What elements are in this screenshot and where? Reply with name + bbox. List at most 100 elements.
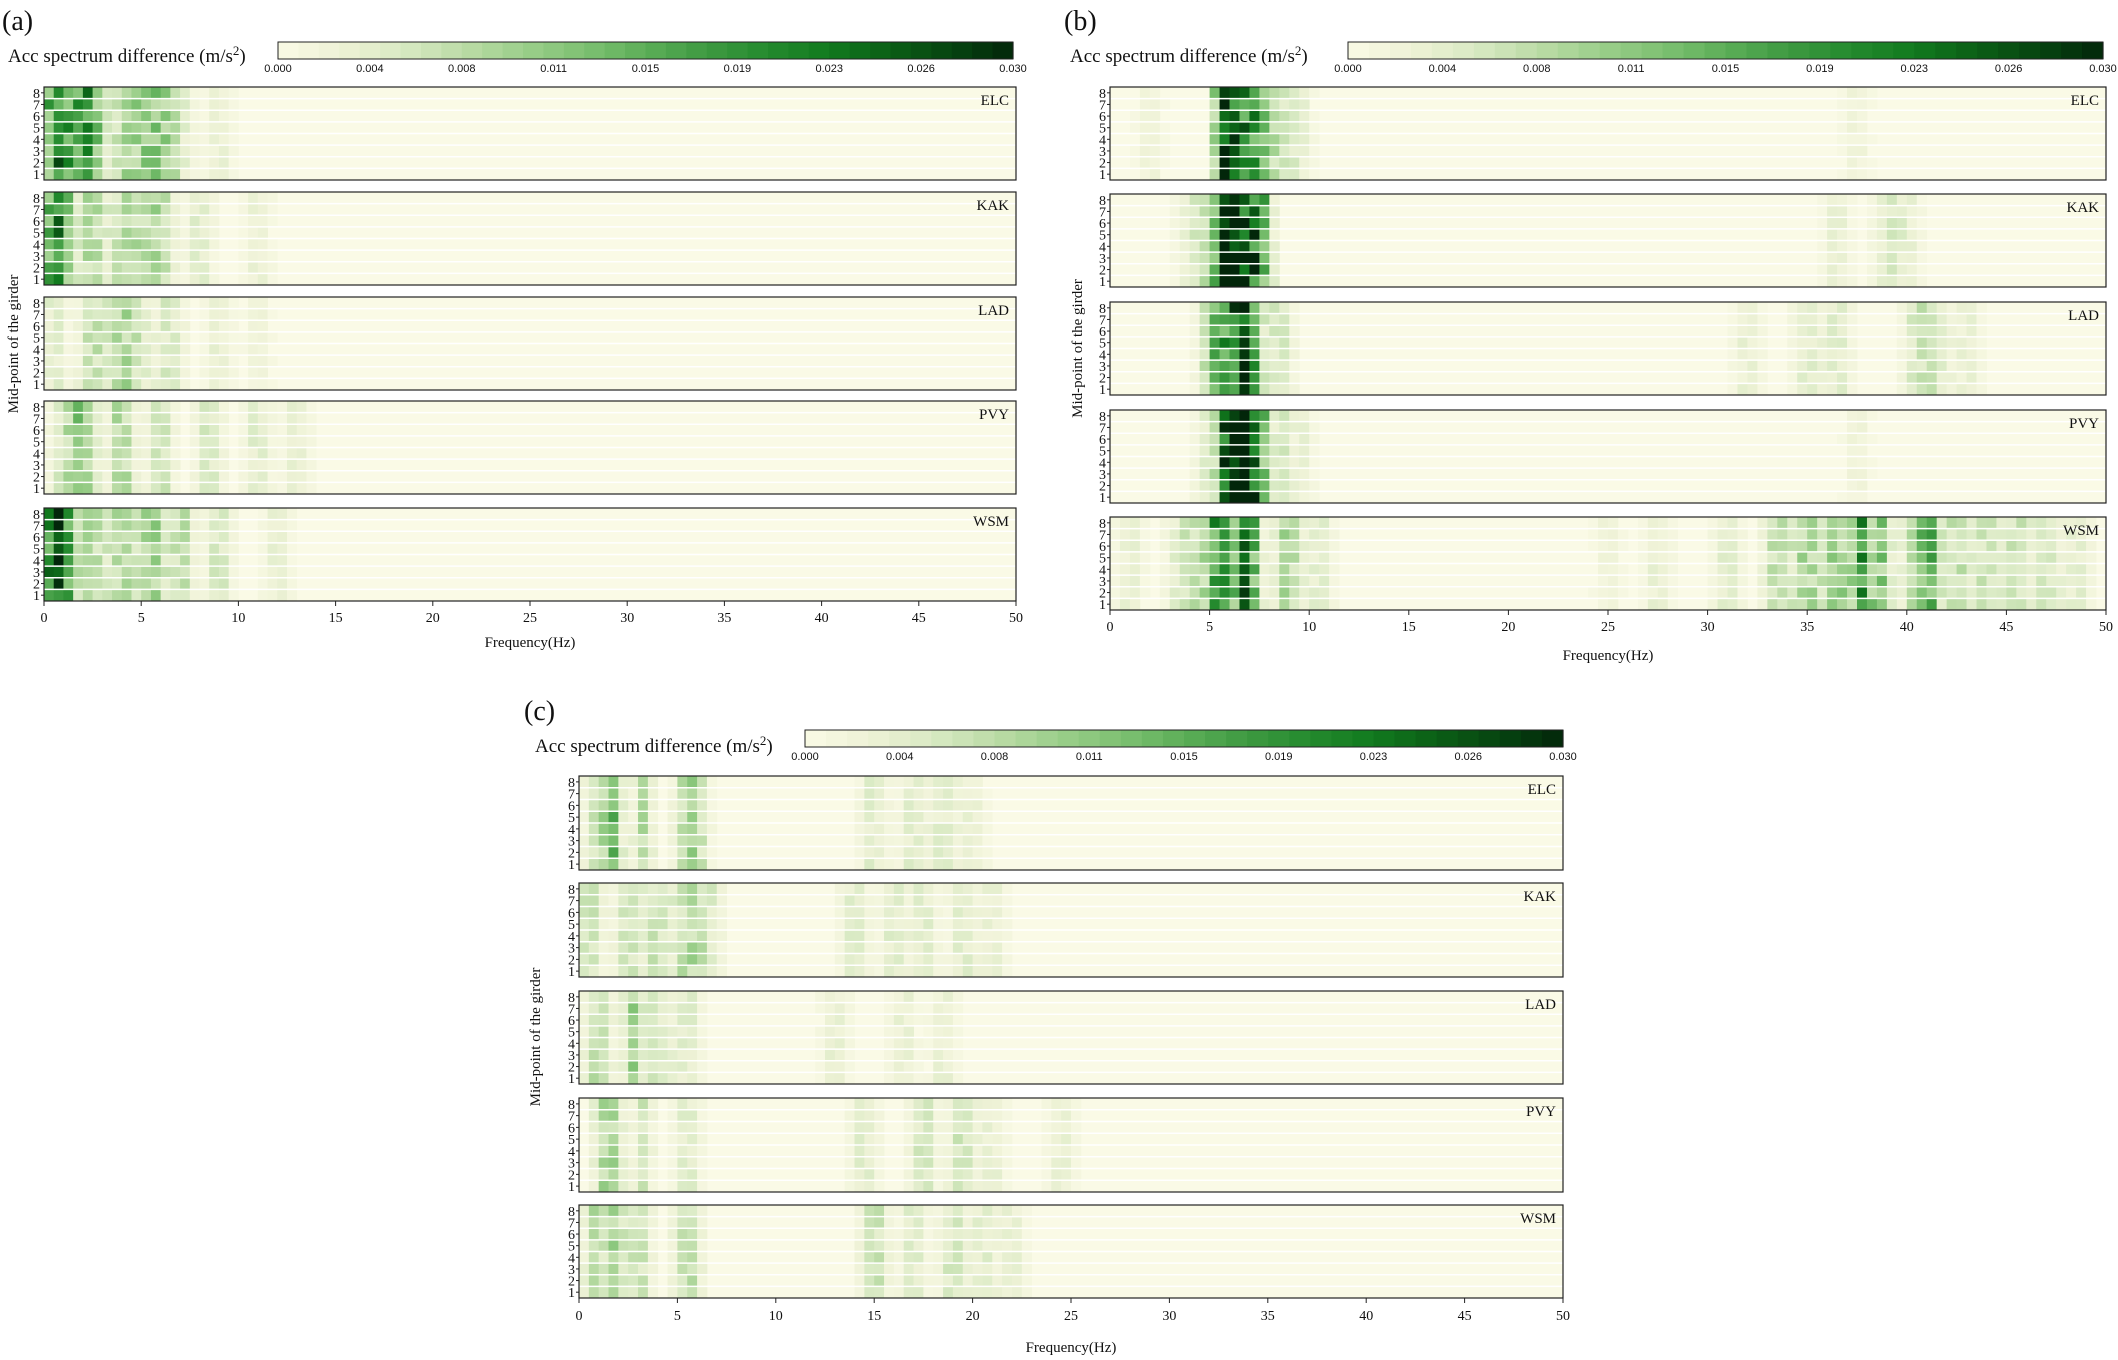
heat-cell: [1199, 433, 1210, 446]
heat-cell: [180, 297, 191, 309]
heat-cell: [588, 1072, 600, 1085]
x-tick-label: 15: [867, 1309, 881, 1324]
heat-cell: [131, 401, 142, 413]
heat-cell: [131, 331, 142, 344]
heat-cell: [579, 991, 590, 1003]
heat-cell: [287, 470, 298, 483]
heat-cell: [267, 459, 278, 472]
heat-cell: [44, 331, 55, 344]
heat-cell: [952, 883, 964, 896]
heat-cell: [1139, 121, 1151, 134]
heat-cell: [864, 834, 875, 847]
heat-cell: [1289, 360, 1300, 373]
heat-cell: [53, 577, 64, 590]
heat-cell: [874, 1205, 885, 1217]
heat-cell: [588, 1060, 600, 1073]
heat-cell: [579, 930, 590, 943]
heat-cell: [1139, 563, 1151, 576]
heat-cell: [102, 447, 113, 460]
heat-cell: [943, 965, 954, 978]
y-tick-label: 4: [568, 823, 575, 838]
heat-cell: [962, 1228, 973, 1241]
heat-cell: [628, 1156, 639, 1169]
heat-cell: [1249, 421, 1260, 434]
heat-cell: [667, 918, 678, 931]
heat-cell: [1259, 325, 1270, 338]
heat-cell: [1219, 479, 1230, 492]
heat-cell: [1021, 1251, 1033, 1264]
heat-cell: [199, 261, 210, 274]
heat-cell: [962, 1239, 973, 1252]
heat-cell: [943, 930, 954, 943]
heat-cell: [1757, 598, 1768, 611]
heat-cell: [893, 1060, 905, 1073]
heat-cell: [1807, 336, 1818, 349]
heat-cell: [667, 1251, 678, 1264]
heat-cell: [667, 1228, 678, 1241]
heat-cell: [228, 531, 239, 544]
heat-cell: [160, 320, 171, 333]
heat-cell: [180, 203, 191, 216]
heat-cell: [1807, 371, 1818, 384]
x-tick-label: 50: [1009, 611, 1023, 626]
heat-cell: [874, 1251, 885, 1264]
heat-cell: [1896, 383, 1908, 396]
y-tick-label: 5: [568, 1026, 575, 1041]
heat-cell: [933, 894, 944, 907]
heat-cell: [1817, 228, 1828, 241]
y-tick-label: 2: [33, 157, 40, 172]
heat-cell: [697, 834, 708, 847]
heat-cell: [189, 121, 200, 134]
heat-cell: [972, 846, 983, 859]
heat-cell: [1936, 313, 1948, 326]
heat-cell: [1229, 217, 1240, 230]
heat-cell: [53, 355, 64, 368]
heat-cell: [1886, 528, 1898, 541]
heat-cell: [933, 941, 944, 954]
heat-cell: [267, 261, 278, 274]
heat-cell: [1289, 121, 1300, 134]
heat-cell: [874, 799, 885, 812]
heat-cell: [854, 1286, 865, 1299]
heat-cell: [1886, 275, 1898, 288]
heat-cell: [1866, 252, 1878, 265]
heat-cell: [697, 1145, 708, 1158]
heat-cell: [618, 991, 629, 1003]
heat-cell: [44, 343, 55, 356]
heat-cell: [82, 192, 93, 204]
heat-cell: [903, 1060, 914, 1073]
heat-cell: [913, 834, 924, 847]
heat-cell: [150, 238, 162, 251]
heat-cell: [933, 883, 944, 896]
heat-cell: [677, 1014, 688, 1027]
heat-cell: [1637, 586, 1649, 599]
heat-cell: [1189, 194, 1201, 206]
heat-cell: [1169, 528, 1181, 541]
heat-cell: [102, 435, 113, 448]
heat-cell: [579, 1060, 590, 1073]
colorbar-step: [1352, 730, 1375, 747]
heat-cell: [608, 1002, 619, 1015]
heat-cell: [854, 883, 865, 896]
colorbar-tick-label: 0.008: [981, 751, 1009, 763]
y-tick-label: 6: [1099, 325, 1106, 340]
heat-cell: [44, 226, 55, 239]
heat-cell: [209, 412, 220, 425]
y-tick-label: 7: [1099, 528, 1106, 543]
heat-cell: [189, 238, 200, 251]
heat-cell: [2026, 517, 2037, 529]
heat-cell: [1976, 598, 1987, 611]
heat-cell: [199, 508, 210, 520]
heat-cell: [1061, 1156, 1072, 1169]
heat-cell: [2006, 528, 2017, 541]
heat-cell: [992, 1274, 1003, 1287]
heat-cell: [2066, 586, 2077, 599]
heat-cell: [1139, 575, 1151, 588]
heat-cell: [667, 991, 678, 1003]
x-tick-label: 50: [2099, 620, 2113, 635]
heat-cell: [53, 168, 64, 181]
heat-cell: [1309, 540, 1320, 553]
heat-cell: [982, 834, 993, 847]
y-tick-label: 3: [33, 145, 40, 160]
heat-cell: [854, 1216, 865, 1229]
